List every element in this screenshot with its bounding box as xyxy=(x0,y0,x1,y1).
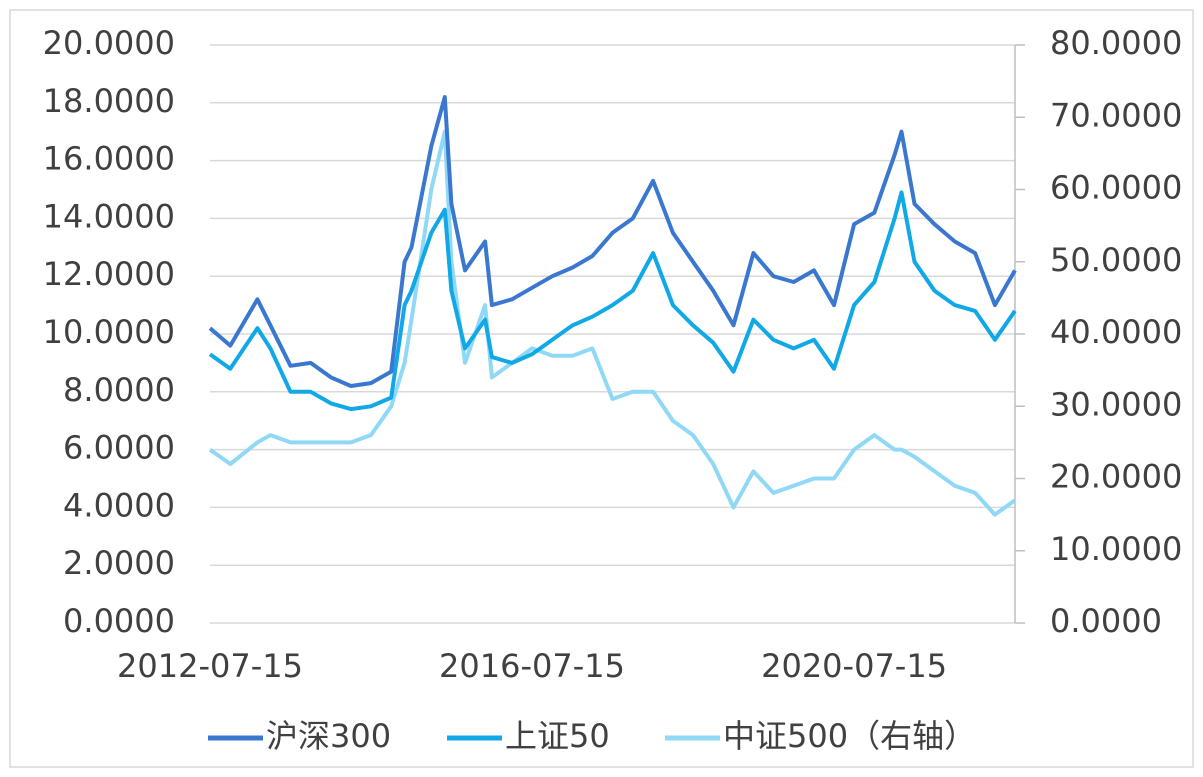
y-tick-label: 18.0000 xyxy=(43,82,175,120)
y2-tick-label: 20.0000 xyxy=(1050,458,1182,496)
y2-tick-label: 30.0000 xyxy=(1050,385,1182,423)
y2-tick-label: 50.0000 xyxy=(1050,241,1182,279)
y-tick-label: 6.0000 xyxy=(63,429,175,467)
y2-tick-label: 70.0000 xyxy=(1050,96,1182,134)
x-tick-label: 2020-07-15 xyxy=(761,647,947,685)
y-tick-label: 12.0000 xyxy=(43,255,175,293)
y-tick-label: 0.0000 xyxy=(63,602,175,640)
legend-label: 上证50 xyxy=(505,717,610,755)
series-line xyxy=(208,129,1017,517)
x-tick-label: 2012-07-15 xyxy=(117,647,303,685)
y-tick-label: 8.0000 xyxy=(63,371,175,409)
y-tick-label: 20.0000 xyxy=(43,24,175,62)
chart-border xyxy=(9,9,1194,768)
y-tick-label: 14.0000 xyxy=(43,197,175,235)
x-tick-label: 2016-07-15 xyxy=(439,647,625,685)
y-tick-label: 16.0000 xyxy=(43,140,175,178)
y-tick-label: 2.0000 xyxy=(63,544,175,582)
y2-tick-label: 10.0000 xyxy=(1050,530,1182,568)
legend-label: 中证500（右轴） xyxy=(723,717,976,755)
y2-tick-label: 0.0000 xyxy=(1050,602,1162,640)
y2-tick-label: 40.0000 xyxy=(1050,313,1182,351)
series-line xyxy=(208,95,1017,388)
legend-label: 沪深300 xyxy=(266,717,391,755)
y2-tick-label: 80.0000 xyxy=(1050,24,1182,62)
y-tick-label: 4.0000 xyxy=(63,486,175,524)
series-line xyxy=(208,190,1017,412)
y2-tick-label: 60.0000 xyxy=(1050,169,1182,207)
y-tick-label: 10.0000 xyxy=(43,313,175,351)
